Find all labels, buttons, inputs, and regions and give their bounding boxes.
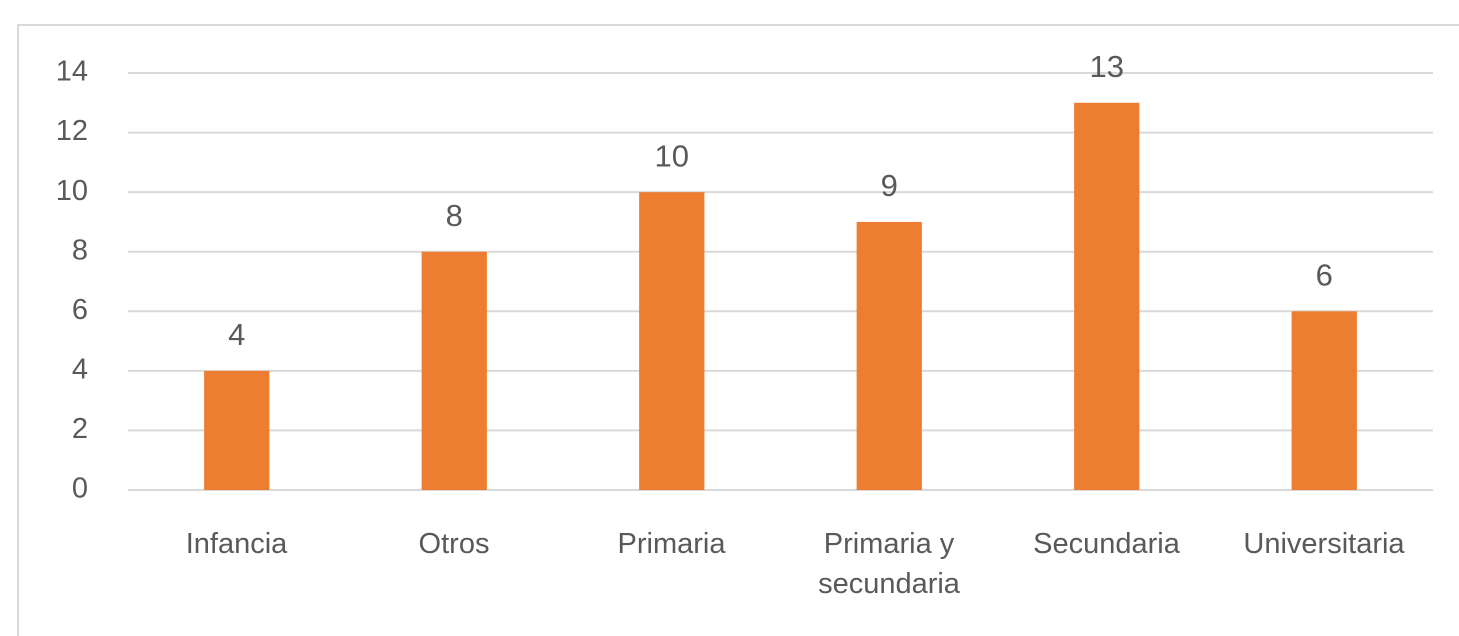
y-tick-label: 8 [72, 234, 88, 266]
bar [856, 221, 922, 490]
y-tick-label: 12 [56, 115, 88, 147]
y-tick-label: 14 [56, 56, 88, 88]
x-tick-label: Otros [418, 528, 490, 560]
y-tick-label: 0 [72, 473, 88, 505]
y-tick-label: 6 [72, 294, 88, 326]
bar [1074, 102, 1140, 491]
y-tick-label: 2 [72, 413, 88, 445]
x-tick-label: Universitaria [1243, 528, 1405, 560]
data-label: 10 [655, 138, 689, 173]
data-label: 13 [1090, 49, 1124, 84]
data-label: 9 [881, 168, 898, 203]
data-label: 4 [228, 317, 245, 352]
data-label: 6 [1316, 257, 1333, 292]
bar [204, 370, 270, 490]
bar [421, 251, 487, 490]
bar [639, 192, 705, 490]
y-tick-label: 4 [72, 354, 88, 386]
chart-border [17, 24, 1459, 636]
bar [1291, 311, 1357, 490]
x-tick-label: Infancia [185, 528, 288, 560]
data-label: 8 [446, 198, 463, 233]
x-tick-label: Secundaria [1033, 528, 1180, 560]
x-tick-label: Primaria y secundaria [818, 528, 960, 600]
x-tick-label: Primaria [617, 528, 726, 560]
y-tick-label: 10 [56, 175, 88, 207]
